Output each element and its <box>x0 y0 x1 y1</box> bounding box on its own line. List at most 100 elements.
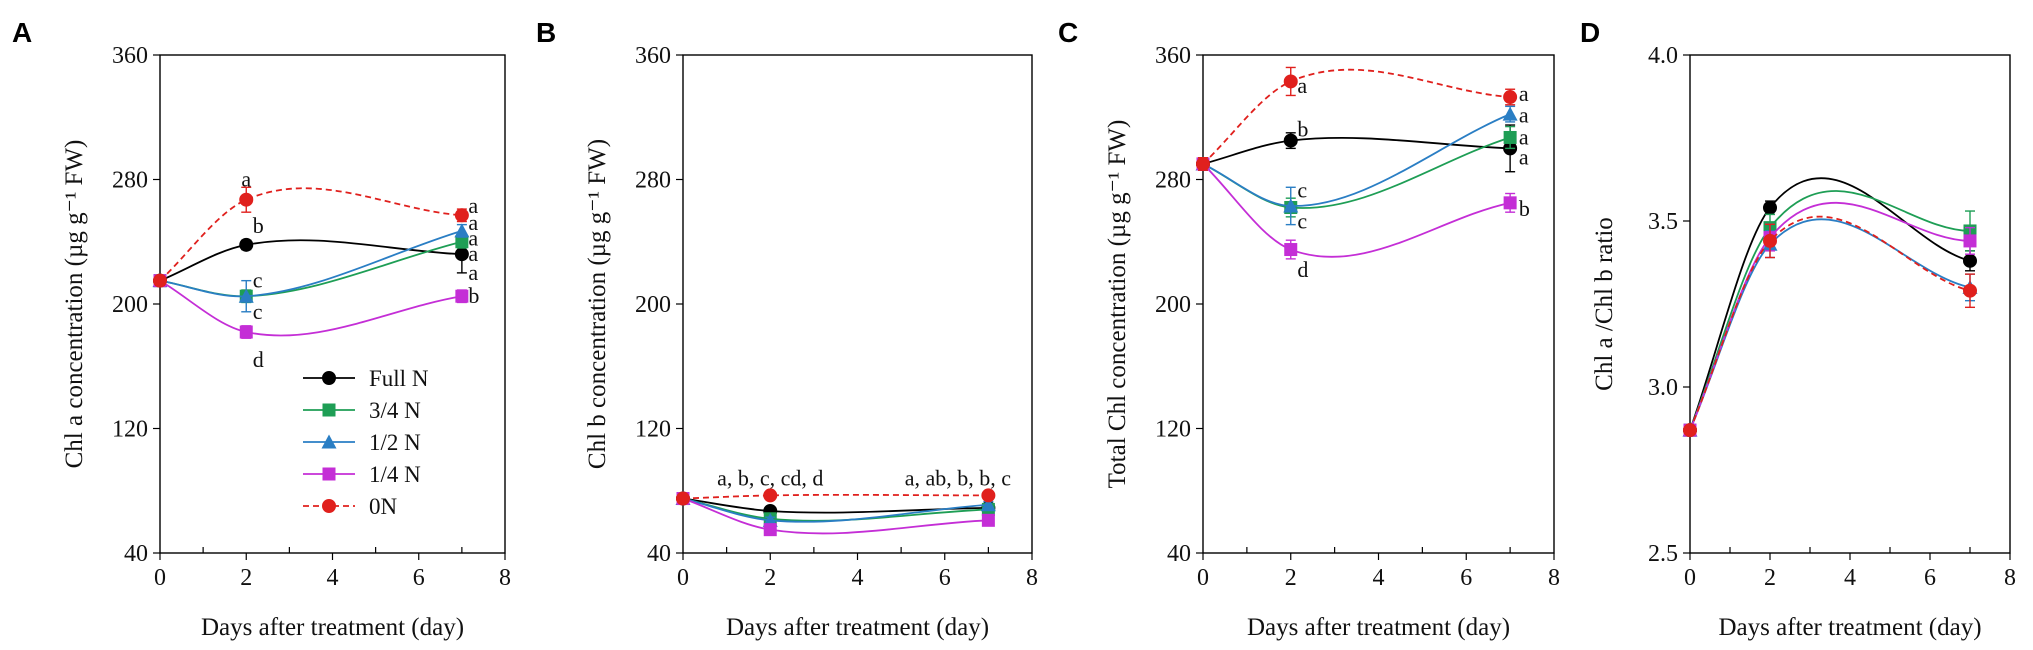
significance-label: d <box>253 347 264 372</box>
point-0n <box>1963 283 1977 298</box>
legend-marker <box>322 403 336 417</box>
legend-label: 1/4 N <box>369 462 421 487</box>
series-line-3-4-n <box>1202 136 1511 209</box>
panel-b: B 0 2 4 6 8 40 120 200 280 360 Days after treatment… <box>536 17 1038 641</box>
significance-label: a <box>468 241 478 266</box>
legend-item-1-4-n: 1/4 N <box>303 462 421 487</box>
x-tick-label: 8 <box>499 565 511 591</box>
y-tick-label: 3.5 <box>1648 209 1678 235</box>
significance-label: a <box>1519 103 1529 128</box>
series-line-0n <box>1689 215 1971 431</box>
y-tick-label: 200 <box>635 292 671 318</box>
series-line-1-2-n <box>1689 218 1971 431</box>
x-axis-title: Days after treatment (day) <box>1247 614 1510 641</box>
significance-label: a, ab, b, b, c <box>905 465 1012 490</box>
legend-label: Full N <box>369 366 429 391</box>
legend-item-1-2-n: 1/2 N <box>303 430 421 455</box>
x-tick-label: 2 <box>1764 565 1776 591</box>
series-1-4-n <box>1196 157 1517 260</box>
y-tick-label: 3.0 <box>1648 375 1678 401</box>
y-tick-label: 280 <box>635 168 671 194</box>
point-1-4-n <box>1503 196 1517 210</box>
y-tick-label: 280 <box>112 168 148 194</box>
series-line-1-4-n <box>159 279 463 337</box>
series-line-0n <box>1202 68 1511 165</box>
significance-label: a <box>468 260 478 285</box>
legend-label: 3/4 N <box>369 398 421 423</box>
significance-label: b <box>468 283 479 308</box>
point-full-n <box>1963 253 1977 268</box>
x-tick-label: 0 <box>677 565 689 591</box>
significance-label: b <box>1519 196 1530 221</box>
significance-label: c <box>253 268 263 293</box>
point-1-2-n <box>980 497 996 512</box>
x-tick-label: 0 <box>1684 565 1696 591</box>
y-axis-title: Chl a concentration (µg g⁻¹ FW) <box>61 140 88 469</box>
legend-marker <box>321 434 337 449</box>
y-tick-label: 360 <box>112 43 148 69</box>
series-0n <box>676 488 996 506</box>
point-1-4-n <box>1284 243 1298 257</box>
point-1-2-n <box>238 288 254 303</box>
plot-frame <box>1202 54 1555 554</box>
y-tick-label: 4.0 <box>1648 43 1678 69</box>
point-full-n <box>454 247 469 262</box>
point-full-n <box>1283 133 1298 148</box>
point-0n <box>1503 90 1518 105</box>
point-0n <box>1763 233 1777 248</box>
legend-marker <box>322 467 336 481</box>
x-tick-label: 6 <box>1460 565 1472 591</box>
panel-d: D 0 2 4 6 8 2.5 3.0 3.5 4.0 Days after treatment (… <box>1580 17 2016 641</box>
x-axis-title: Days after treatment (day) <box>201 614 464 641</box>
y-tick-label: 2.5 <box>1648 541 1678 567</box>
legend-label: 1/2 N <box>369 430 421 455</box>
point-0n <box>153 273 167 288</box>
y-tick-label: 200 <box>112 292 148 318</box>
series-full-n <box>153 234 469 288</box>
y-tick-label: 120 <box>635 417 671 443</box>
series-line-0n <box>682 493 989 500</box>
y-tick-label: 40 <box>1167 541 1191 567</box>
series-0n <box>1196 66 1518 171</box>
legend-item-full-n: Full N <box>303 366 429 391</box>
series-1-4-n <box>1683 202 1977 437</box>
x-tick-label: 8 <box>1026 565 1038 591</box>
x-tick-label: 6 <box>939 565 951 591</box>
panel-a: A 0 2 4 6 8 40 120 200 280 360 Days after treatment… <box>12 17 511 641</box>
series-full-n <box>1196 124 1518 173</box>
y-tick-label: 120 <box>112 417 148 443</box>
series-line-3-4-n <box>1689 190 1971 431</box>
legend-marker <box>322 499 336 513</box>
x-tick-label: 6 <box>1924 565 1936 591</box>
y-tick-label: 360 <box>1155 43 1191 69</box>
point-3-4-n <box>455 235 469 249</box>
series-line-1-2-n <box>159 229 463 298</box>
point-0n <box>1283 74 1298 89</box>
legend-item-3-4-n: 3/4 N <box>303 398 421 423</box>
significance-label: a, b, c, cd, d <box>717 465 823 490</box>
y-tick-label: 40 <box>647 541 671 567</box>
x-tick-label: 2 <box>1285 565 1297 591</box>
significance-label: a <box>1519 124 1529 149</box>
point-0n <box>763 488 778 503</box>
legend-marker <box>322 371 336 385</box>
significance-label: c <box>253 299 263 324</box>
point-full-n <box>239 237 254 252</box>
x-tick-label: 4 <box>1844 565 1856 591</box>
significance-label: a <box>468 226 478 251</box>
point-1-4-n <box>763 523 777 537</box>
point-0n <box>239 192 254 207</box>
y-tick-label: 200 <box>1155 292 1191 318</box>
significance-label: d <box>1297 257 1308 282</box>
series-line-full-n <box>1202 137 1511 165</box>
series-3-4-n <box>1196 125 1517 218</box>
significance-label: a <box>1519 145 1529 170</box>
point-1-4-n <box>1963 234 1977 248</box>
x-tick-label: 0 <box>1197 565 1209 591</box>
series-1-4-n <box>676 492 995 537</box>
series-1-2-n <box>1195 105 1518 226</box>
x-tick-label: 6 <box>413 565 425 591</box>
point-1-4-n <box>981 513 995 527</box>
significance-label: c <box>1297 177 1307 202</box>
y-tick-label: 360 <box>635 43 671 69</box>
